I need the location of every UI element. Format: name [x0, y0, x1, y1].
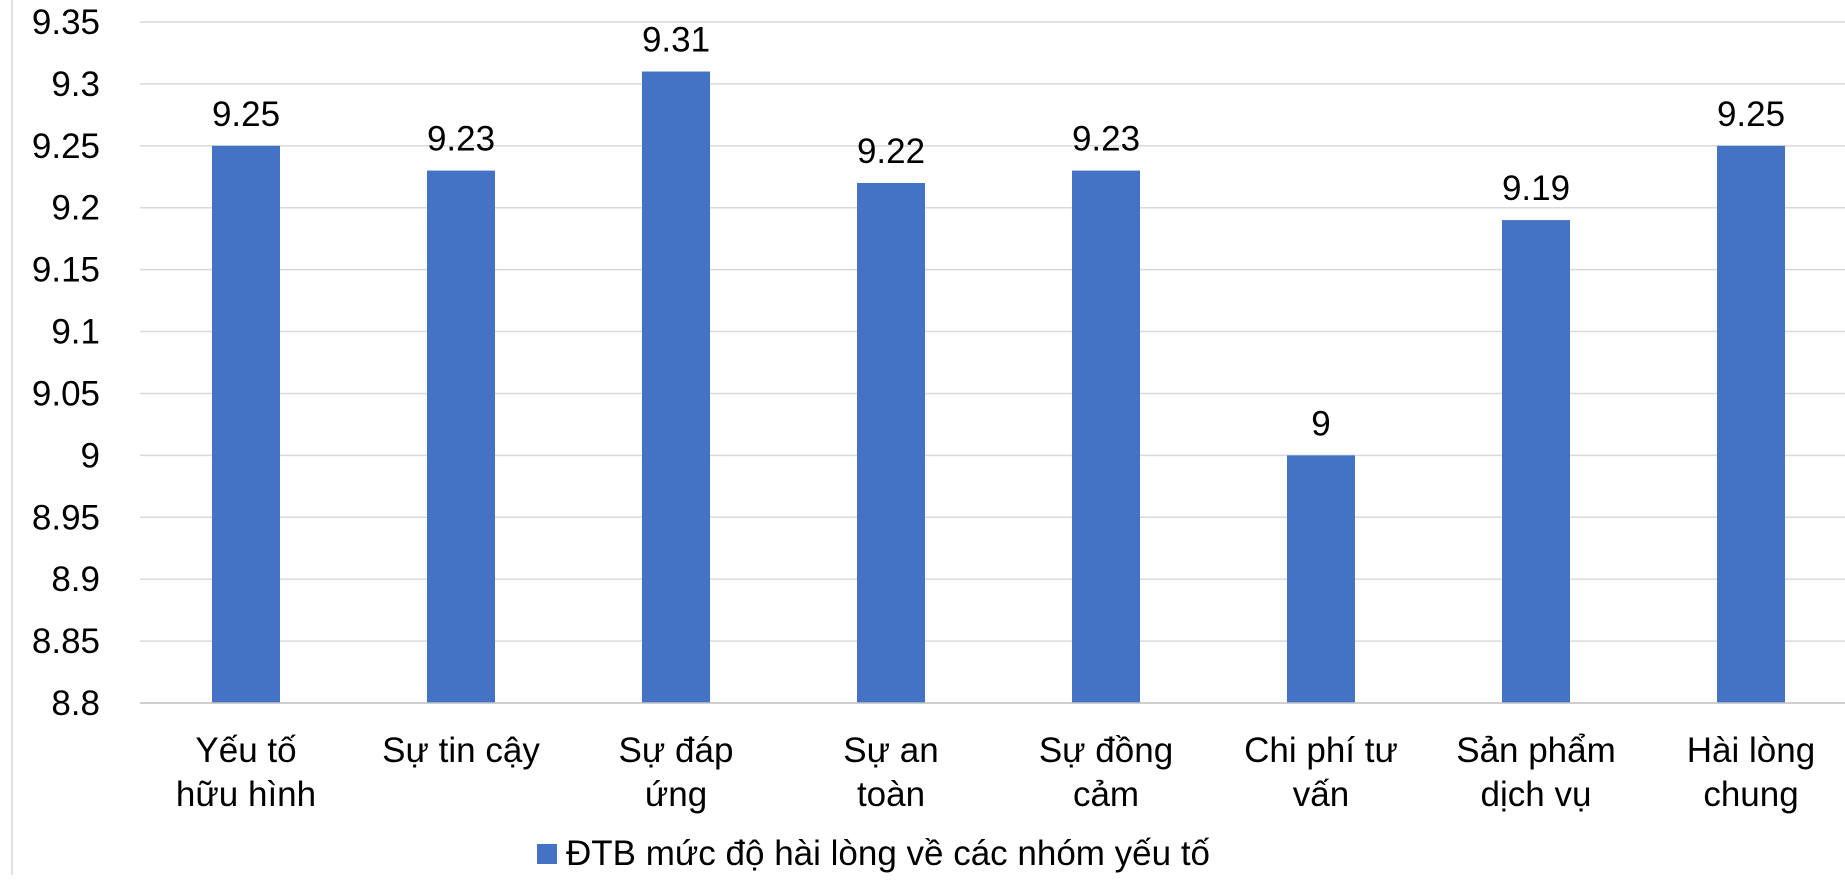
y-tick-label: 8.85: [32, 622, 100, 661]
x-tick-label: Hài lòng: [1687, 731, 1815, 770]
legend-label: ĐTB mức độ hài lòng về các nhóm yếu tố: [566, 834, 1210, 873]
x-tick-label: cảm: [1073, 775, 1139, 814]
x-tick-label: Chi phí tư: [1244, 731, 1398, 770]
bar: [1717, 145, 1785, 703]
data-label: 9.19: [1502, 169, 1570, 208]
x-tick-label: Sự an: [843, 731, 938, 770]
x-tick-label: Yếu tố: [195, 731, 296, 770]
x-tick-label: Sản phẩm: [1456, 731, 1616, 770]
bars: [212, 71, 1785, 704]
axes: [11, 0, 1845, 875]
y-tick-label: 8.95: [32, 498, 100, 537]
gridlines: [140, 21, 1845, 642]
x-axis-ticks: Yếu tố hữu hình Sự tin cậy Sự đáp ứng Sự an to…: [176, 731, 1815, 814]
y-tick-label: 8.9: [51, 560, 100, 599]
y-tick-label: 9: [81, 436, 100, 475]
x-tick-label: Sự tin cậy: [382, 731, 540, 770]
data-label: 9.22: [857, 132, 925, 171]
y-axis-ticks: 9.35 9.3 9.25 9.2 9.15 9.1 9.05 9 8.95 8.9 8.85 8.8: [32, 3, 100, 723]
x-tick-label: Sự đồng: [1039, 731, 1173, 770]
data-label: 9: [1311, 404, 1330, 443]
data-label: 9.25: [212, 95, 280, 134]
bar: [642, 71, 710, 703]
bar: [427, 170, 495, 704]
legend: ĐTB mức độ hài lòng về các nhóm yếu tố: [537, 834, 1210, 873]
legend-swatch: [537, 844, 557, 864]
x-tick-label: ứng: [645, 775, 707, 814]
y-tick-label: 9.05: [32, 374, 100, 413]
x-tick-label: hữu hình: [176, 775, 316, 814]
data-label: 9.25: [1717, 95, 1785, 134]
data-label: 9.23: [1072, 120, 1140, 159]
x-tick-label: toàn: [857, 775, 925, 814]
bar: [1072, 170, 1140, 704]
x-tick-label: chung: [1703, 775, 1798, 814]
y-tick-label: 9.1: [51, 313, 100, 352]
y-tick-label: 8.8: [51, 684, 100, 723]
bar: [1287, 455, 1355, 703]
data-labels: 9.25 9.23 9.31 9.22 9.23 9 9.19 9.25: [212, 21, 1785, 444]
x-tick-label: Sự đáp: [619, 731, 734, 770]
x-tick-label: vấn: [1293, 775, 1349, 814]
y-tick-label: 9.35: [32, 3, 100, 42]
data-label: 9.23: [427, 120, 495, 159]
data-label: 9.31: [642, 21, 710, 60]
y-tick-label: 9.3: [51, 65, 100, 104]
bar: [1502, 220, 1570, 704]
bar: [857, 182, 925, 704]
y-tick-label: 9.2: [51, 189, 100, 228]
y-tick-label: 9.15: [32, 251, 100, 290]
y-tick-label: 9.25: [32, 127, 100, 166]
x-tick-label: dịch vụ: [1481, 775, 1592, 814]
bar: [212, 145, 280, 703]
